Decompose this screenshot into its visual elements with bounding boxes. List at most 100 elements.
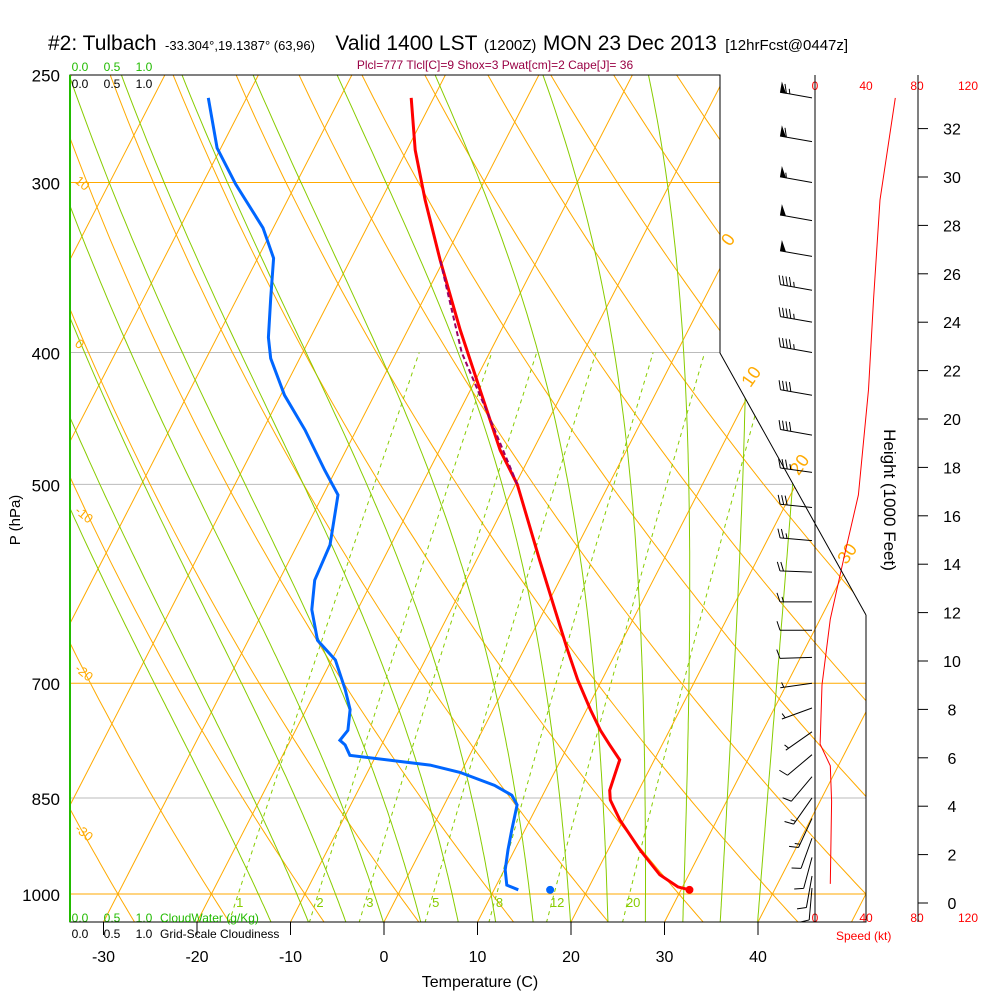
dry-adiabat-line: [100, 75, 610, 922]
isotherm-line: [70, 75, 459, 922]
dry-adiabat-line: [225, 75, 800, 922]
dry-adiabat-line: [536, 75, 866, 922]
wind-barb: [778, 307, 813, 323]
mixing-ratio-line: [621, 352, 773, 922]
x-tick-label: 30: [656, 949, 674, 966]
mixing-ratio-line: [308, 352, 493, 922]
x-tick-label: -10: [279, 949, 302, 966]
pressure-tick-label: 400: [32, 344, 60, 363]
wind-barb: [779, 81, 813, 99]
mixing-ratio-label: 2: [316, 895, 323, 910]
mixing-ratio-line: [228, 352, 420, 922]
mixing-ratio-line: [424, 352, 597, 922]
isotherm-line: [102, 75, 552, 922]
wind-barb: [781, 707, 813, 720]
surface-temperature-dot: [685, 885, 694, 894]
background-lines: [70, 75, 866, 922]
height-tick-label: 30: [943, 170, 961, 187]
height-tick-label: 12: [943, 606, 961, 623]
isotherm-line: [757, 75, 866, 922]
wind-barb: [778, 420, 813, 436]
dry-adiabat-line: [349, 75, 866, 922]
mixing-ratio-label: 5: [432, 895, 439, 910]
isotherm-line: [289, 75, 739, 922]
isotherm-line: [663, 75, 866, 922]
wind-barb: [776, 592, 813, 603]
wind-barb: [791, 838, 813, 869]
isotherm-label: 10: [737, 363, 765, 391]
dry-adiabat-line: [70, 75, 326, 922]
cloudiness-tick: 0.5: [104, 77, 121, 91]
height-tick-label: 6: [948, 751, 957, 768]
pressure-tick-label: 1000: [22, 886, 60, 905]
dry-adiabat-label: -30: [72, 821, 96, 845]
wind-barb: [776, 561, 813, 573]
wind-barb: [778, 337, 813, 353]
dry-adiabat-line: [70, 75, 231, 922]
mixing-ratio-label: 8: [496, 895, 503, 910]
temperature-profile: [409, 97, 690, 892]
speed-tick-label-bottom: 80: [910, 911, 924, 925]
moist-adiabat-line: [423, 75, 609, 922]
cloudiness-tick: 0.0: [72, 927, 89, 941]
wind-barb: [794, 857, 813, 890]
dry-adiabat-line: [162, 75, 705, 922]
x-tick-label: 40: [749, 949, 767, 966]
isotherm-line: [70, 75, 365, 922]
dry-adiabat-line: [287, 75, 866, 922]
wind-barb: [779, 240, 813, 257]
x-tick-label: -20: [185, 949, 208, 966]
isotherm-line: [70, 75, 178, 922]
wind-barbs: [776, 81, 896, 923]
wind-barb: [776, 649, 813, 659]
mixing-ratio-label: 3: [366, 895, 373, 910]
mixing-ratio-line: [488, 352, 654, 922]
pressure-tick-label: 500: [32, 476, 60, 495]
dry-adiabat-line: [846, 75, 866, 922]
wind-barb: [780, 682, 813, 689]
isotherm-line: [850, 75, 866, 922]
cloud-water-label: CloudWater (g/Kg): [160, 911, 259, 925]
parcel-path: [439, 259, 519, 485]
moist-adiabat-line: [70, 75, 272, 922]
cloud-water-tick: 1.0: [136, 911, 153, 925]
dry-adiabat-label: -10: [72, 503, 96, 527]
mixing-ratio-label: 12: [550, 895, 564, 910]
height-tick-label: 14: [943, 557, 961, 574]
isotherm-line: [383, 75, 833, 922]
cloudiness-tick: 1.0: [136, 77, 153, 91]
height-tick-label: 32: [943, 122, 961, 139]
moist-adiabat-line: [533, 75, 646, 922]
plot-frame: [69, 74, 867, 923]
height-tick-label: 22: [943, 364, 961, 381]
height-tick-label: 4: [948, 799, 957, 816]
pressure-tick-label: 850: [32, 790, 60, 809]
dry-adiabat-line: [70, 75, 136, 922]
height-tick-label: 16: [943, 509, 961, 526]
height-tick-label: 28: [943, 218, 961, 235]
wind-barb: [776, 621, 813, 631]
wind-barb: [778, 380, 813, 396]
height-tick-label: 0: [948, 896, 957, 913]
cloudiness-tick: 0.0: [72, 77, 89, 91]
wind-barb: [779, 166, 813, 183]
isotherm-line: [476, 75, 866, 922]
height-tick-label: 26: [943, 267, 961, 284]
cloudiness-tick: 0.5: [104, 927, 121, 941]
speed-axis-label: Speed (kt): [836, 929, 891, 943]
station-coords: -33.304°,19.1387° (63,96): [165, 38, 315, 53]
isotherm-line: [70, 75, 272, 922]
stability-indices: Plcl=777 Tlcl[C]=9 Shox=3 Pwat[cm]=2 Cap…: [357, 58, 634, 72]
y-axis-label: P (hPa): [7, 495, 24, 546]
mixing-ratio-label: 20: [626, 895, 640, 910]
valid-time: Valid 1400 LST: [335, 32, 477, 55]
height-tick-label: 2: [948, 848, 957, 865]
wind-speed-profile: [819, 97, 896, 884]
x-tick-label: 0: [380, 949, 389, 966]
cloudiness-label: Grid-Scale Cloudiness: [160, 927, 279, 941]
isotherm-line: [196, 75, 646, 922]
wind-barb: [796, 875, 813, 910]
mixing-ratio-label: 1: [236, 895, 243, 910]
moist-adiabat-line: [70, 75, 310, 922]
pressure-tick-label: 300: [32, 174, 60, 193]
